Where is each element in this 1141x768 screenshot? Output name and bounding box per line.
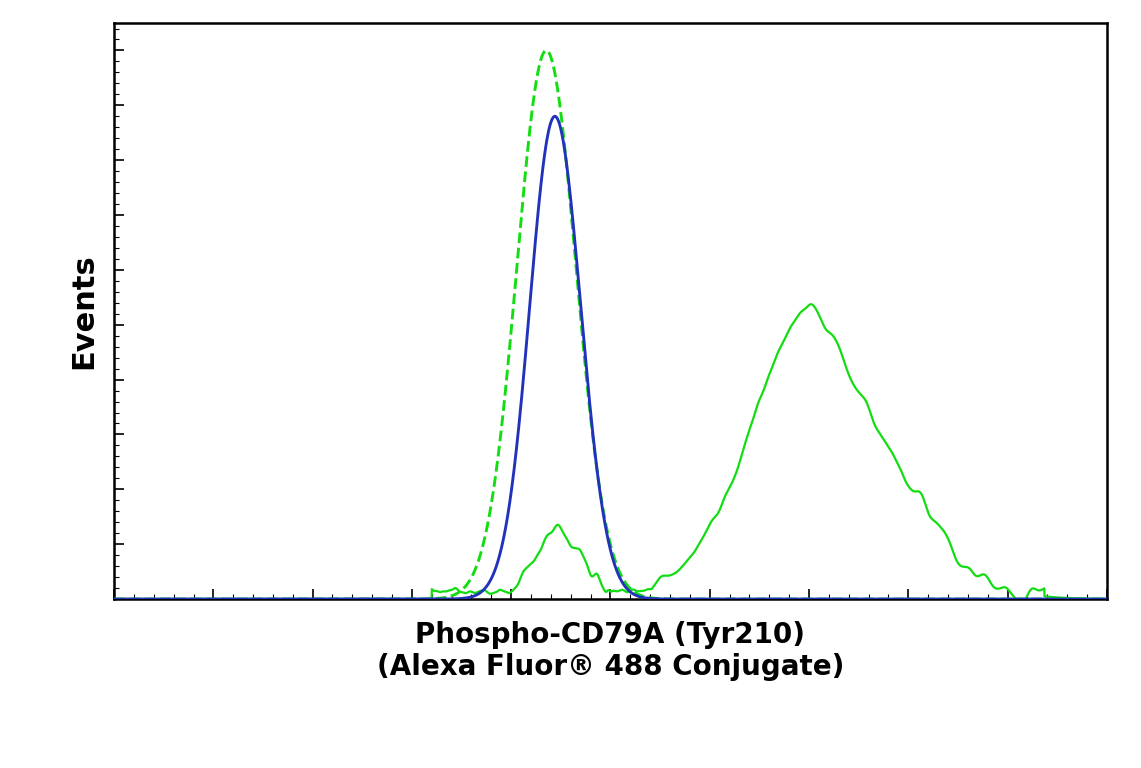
X-axis label: Phospho-CD79A (Tyr210)
(Alexa Fluor® 488 Conjugate): Phospho-CD79A (Tyr210) (Alexa Fluor® 488… — [377, 621, 844, 681]
Y-axis label: Events: Events — [70, 253, 98, 369]
